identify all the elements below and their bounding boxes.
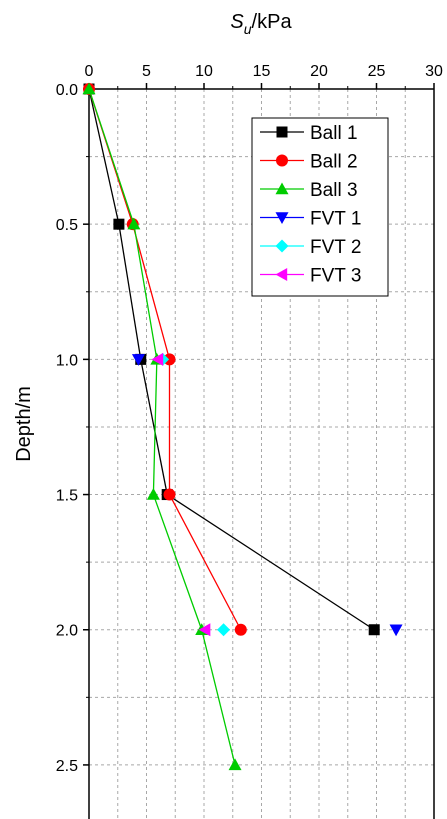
y-axis-title: Depth/m: [13, 386, 35, 462]
legend: Ball 1 Ball 2 Ball 3 FVT 1 FVT 2 FVT 3: [251, 117, 389, 297]
legend-marker: [275, 239, 289, 253]
series-fvt-3: [151, 352, 211, 637]
x-tick-label: 20: [310, 63, 328, 80]
series-fvt-1: [131, 354, 403, 637]
data-point: [234, 623, 247, 636]
legend-item: FVT 2: [260, 237, 361, 258]
legend-marker: [275, 268, 288, 281]
data-point: [113, 218, 125, 230]
series-line: [88, 88, 236, 766]
data-point: [217, 623, 231, 637]
legend-marker: [276, 154, 288, 167]
x-tick-label: 25: [368, 63, 386, 80]
data-point: [368, 624, 380, 636]
legend-marker: [275, 212, 289, 224]
data-point: [146, 488, 160, 500]
y-tick-label: 0.0: [56, 82, 78, 99]
y-tick-label: 1.0: [56, 352, 78, 369]
data-point: [163, 353, 176, 366]
legend-label: Ball 2: [310, 152, 358, 173]
legend-box: [251, 117, 389, 297]
legend-label: FVT 1: [310, 209, 361, 230]
legend-label: FVT 2: [310, 237, 361, 258]
data-point: [228, 758, 242, 771]
legend-marker: [276, 126, 288, 138]
data-point: [151, 352, 164, 366]
data-point: [163, 488, 176, 501]
data-point: [198, 623, 211, 637]
series-ball-3: [82, 82, 242, 771]
y-tick-label: 2.0: [56, 623, 78, 640]
data-point: [127, 217, 141, 230]
series-layer: [82, 82, 403, 771]
legend-item: Ball 1: [260, 123, 358, 144]
y-tick-label: 2.5: [56, 758, 78, 775]
legend-label: Ball 1: [310, 123, 358, 144]
legend-item: FVT 3: [260, 266, 361, 287]
x-tick-label: 15: [253, 63, 271, 80]
x-tick-label: 5: [142, 63, 151, 80]
legend-marker: [275, 182, 289, 195]
legend-label: Ball 3: [310, 180, 358, 201]
legend-item: Ball 2: [260, 152, 358, 173]
axes: 0 5 10 15 20 25 30 0.0 0.5 1.0 1.5 2.0 2.5: [56, 63, 443, 819]
data-point: [82, 82, 96, 95]
x-tick-label: 30: [425, 63, 443, 80]
legend-item: FVT 1: [260, 209, 361, 230]
legend-label: FVT 3: [310, 266, 361, 287]
x-tick-label: 0: [85, 63, 94, 80]
data-point: [131, 354, 145, 366]
y-tick-label: 1.5: [56, 488, 78, 505]
y-tick-label: 0.5: [56, 217, 78, 234]
legend-item: Ball 3: [260, 180, 358, 201]
x-axis-title: Su/kPa: [230, 11, 292, 37]
data-point: [389, 624, 403, 637]
x-tick-label: 10: [195, 63, 213, 80]
